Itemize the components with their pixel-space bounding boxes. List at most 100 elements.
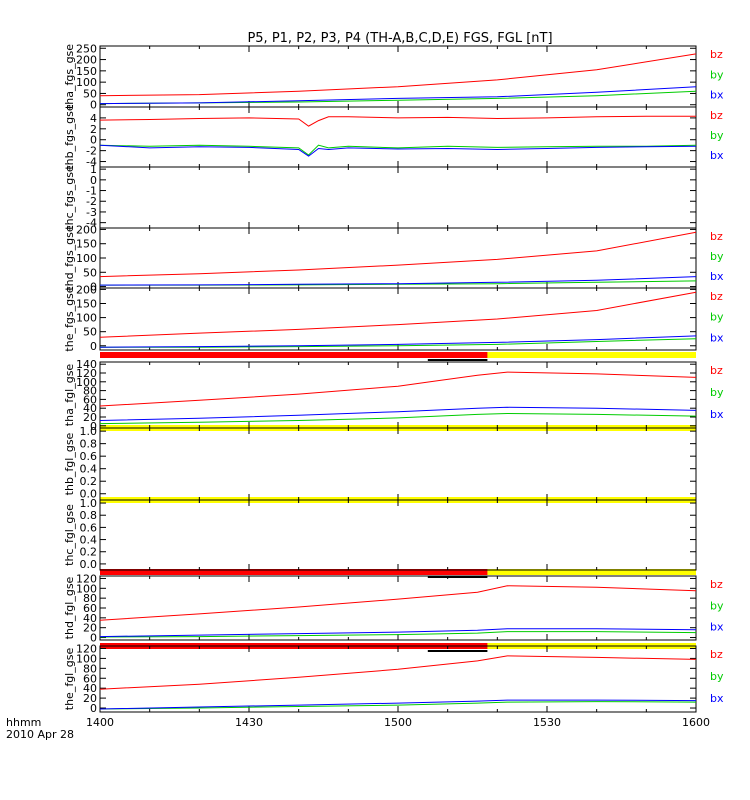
panel-frame (99, 227, 697, 289)
panel-frame (99, 575, 697, 641)
legend-bx: bx (710, 331, 724, 344)
y-tick-label: 150 (76, 65, 97, 78)
y-tick-label: 150 (76, 298, 97, 311)
y-tick-label: -4 (86, 156, 97, 169)
series-bx-line (99, 86, 697, 105)
legend-bx: bx (710, 692, 724, 705)
series-by-line (99, 631, 697, 638)
time-axis-label: hhmm (6, 716, 41, 729)
legend-bz: bz (710, 230, 723, 243)
y-tick-label: 0 (90, 281, 97, 294)
y-tick-label: 50 (83, 266, 97, 279)
x-tick-label: 1600 (682, 716, 710, 729)
panel-thb_fgl_gse: 0.00.20.40.60.81.0 thb_fgl_gse (63, 425, 697, 501)
y-tick-label: -2 (86, 195, 97, 208)
y-tick-label: 4 (90, 112, 97, 125)
y-tick-label: 100 (76, 76, 97, 89)
y-tick-label: 200 (76, 54, 97, 67)
y-tick-label: 0.6 (80, 450, 98, 463)
y-tick-label: -3 (86, 206, 97, 219)
y-tick-label: -4 (86, 217, 97, 230)
legend-bz: bz (710, 648, 723, 661)
legend-bx: bx (710, 408, 724, 421)
legend-bz: bz (710, 290, 723, 303)
y-tick-label: 0 (90, 420, 97, 433)
y-tick-label: 120 (76, 572, 97, 585)
y-axis-label: thc_fgl_gse (63, 504, 76, 566)
y-tick-label: 40 (83, 612, 97, 625)
y-tick-label: 150 (76, 238, 97, 251)
y-tick-label: 200 (76, 283, 97, 296)
y-axis-label: thb_fgl_gse (63, 432, 76, 495)
y-tick-label: 2 (90, 123, 97, 136)
legend-bx: bx (710, 621, 724, 634)
y-tick-label: 1.0 (80, 425, 98, 438)
y-tick-label: 0 (90, 702, 97, 715)
series-bx-line (99, 406, 697, 421)
y-tick-label: 100 (76, 376, 97, 389)
y-tick-label: 60 (83, 672, 97, 685)
legend-bx: bx (710, 270, 724, 283)
y-axis-label: thd_fgs_gse (63, 225, 76, 291)
y-tick-label: 0.8 (80, 509, 98, 522)
y-tick-label: 100 (76, 252, 97, 265)
legend-by: by (710, 670, 724, 683)
time-axis-date: 2010 Apr 28 (6, 728, 74, 741)
y-tick-label: 1 (90, 163, 97, 176)
y-tick-label: 0.4 (80, 534, 98, 547)
y-axis-label: the_fgs_gse (63, 286, 76, 351)
y-tick-label: 100 (76, 582, 97, 595)
y-tick-label: 80 (83, 662, 97, 675)
y-tick-label: 0.0 (80, 488, 98, 501)
y-tick-label: 0.0 (80, 558, 98, 571)
series-by-line (99, 701, 697, 710)
y-axis-label: thc_fgs_gse (63, 165, 76, 230)
legend-bx: bx (710, 89, 724, 102)
series-bx-line (99, 699, 697, 710)
y-tick-label: 140 (76, 358, 97, 371)
flag-band-black (427, 576, 488, 578)
y-tick-label: 100 (76, 652, 97, 665)
y-tick-label: 60 (83, 602, 97, 615)
panel-frame (99, 45, 697, 108)
figure-title: P5, P1, P2, P3, P4 (TH-A,B,C,D,E) FGS, F… (247, 31, 552, 46)
legend-by: by (710, 311, 724, 324)
legend-bz: bz (710, 578, 723, 591)
panel-thc_fgl_gse: 0.00.20.40.60.81.0 thc_fgl_gse (63, 497, 697, 571)
x-tick-label: 1430 (235, 716, 263, 729)
y-tick-label: 0.2 (80, 475, 98, 488)
y-tick-label: 40 (83, 682, 97, 695)
y-axis-label: tha_fgs_gse (63, 44, 76, 109)
series-bx-line (99, 276, 697, 286)
y-tick-label: 0 (90, 134, 97, 147)
legend-bz: bz (710, 109, 723, 122)
series-by-line (99, 412, 697, 425)
y-tick-label: 80 (83, 385, 97, 398)
series-bx-line (99, 144, 697, 157)
panel-thc_fgs_gse: -4-3-2-101 thc_fgs_gse (63, 163, 697, 230)
y-tick-label: 120 (76, 642, 97, 655)
panel-frame (99, 287, 697, 351)
y-tick-label: -1 (86, 185, 97, 198)
y-tick-label: 50 (83, 326, 97, 339)
x-tick-label: 1530 (533, 716, 561, 729)
panel-frame (99, 427, 697, 501)
y-tick-label: 250 (76, 42, 97, 55)
y-tick-label: 0 (90, 340, 97, 353)
y-tick-label: 50 (83, 87, 97, 100)
legend-by: by (710, 599, 724, 612)
y-tick-label: 0 (90, 99, 97, 112)
legend-bz: bz (710, 48, 723, 61)
y-tick-label: 40 (83, 402, 97, 415)
panel-frame (99, 106, 697, 168)
y-tick-label: 100 (76, 312, 97, 325)
y-tick-label: 1.0 (80, 497, 98, 510)
y-axis-label: thd_fgl_gse (63, 576, 76, 639)
y-tick-label: 20 (83, 411, 97, 424)
